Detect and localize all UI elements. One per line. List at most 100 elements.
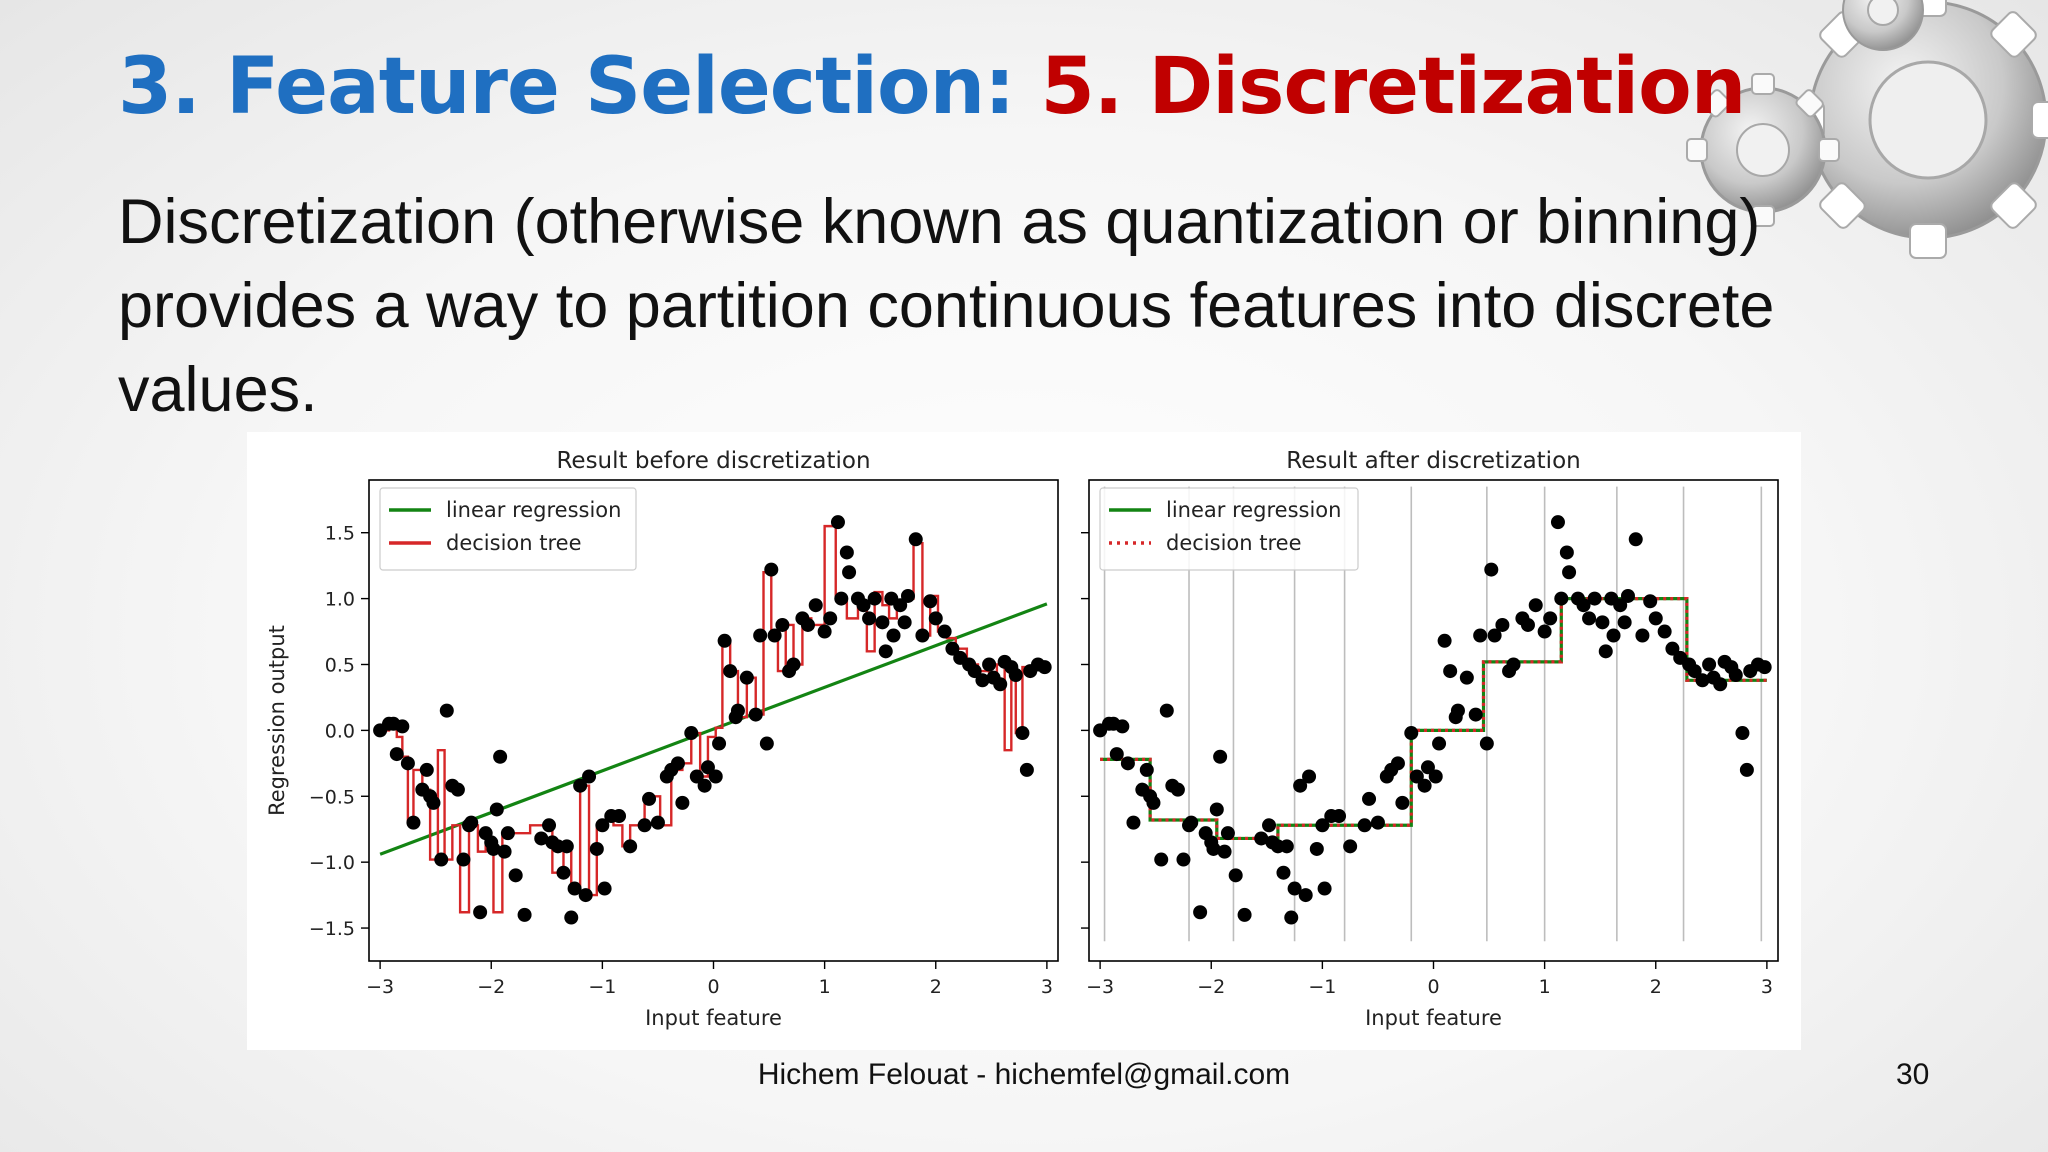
- data-point: [1576, 598, 1591, 613]
- data-point: [1554, 591, 1569, 606]
- page-number: 30: [1896, 1058, 1930, 1091]
- legend-box: [1099, 487, 1359, 571]
- data-point: [1209, 802, 1224, 817]
- data-point: [856, 598, 871, 613]
- data-point: [1146, 795, 1161, 810]
- data-point: [500, 826, 515, 841]
- chart-after: Result after discretization −3 −2 −1 0 1 2 3 Inp…: [1081, 448, 1779, 1030]
- x-axis-label: Input feature: [1365, 1006, 1502, 1030]
- y-tick-label: 1.0: [325, 589, 355, 611]
- data-point: [1528, 598, 1543, 613]
- data-point: [1432, 736, 1447, 751]
- x-tick-label: −1: [588, 976, 616, 998]
- body-text: Discretization (otherwise known as quant…: [118, 187, 1775, 425]
- data-point: [1139, 762, 1154, 777]
- data-point: [717, 633, 732, 648]
- data-point: [808, 598, 823, 613]
- data-point: [764, 562, 779, 577]
- data-point: [1228, 868, 1243, 883]
- data-point: [1409, 769, 1424, 784]
- data-point: [1237, 907, 1252, 922]
- data-point: [493, 749, 508, 764]
- x-axis-label: Input feature: [645, 1006, 782, 1030]
- data-point: [945, 641, 960, 656]
- data-point: [573, 778, 588, 793]
- data-point: [1473, 628, 1488, 643]
- data-point: [1395, 795, 1410, 810]
- data-point: [1176, 852, 1191, 867]
- data-point: [623, 839, 638, 854]
- data-point: [497, 844, 512, 859]
- data-point: [595, 818, 610, 833]
- footer-author: Hichem Felouat - hichemfel@gmail.com: [757, 1058, 1291, 1091]
- data-point: [708, 769, 723, 784]
- data-point: [689, 769, 704, 784]
- data-point: [982, 657, 997, 672]
- data-point: [389, 747, 404, 762]
- data-point: [700, 760, 715, 775]
- data-point: [886, 628, 901, 643]
- y-tick-label: −1.5: [309, 918, 355, 940]
- data-point: [1276, 865, 1291, 880]
- data-point: [1757, 660, 1772, 675]
- data-point: [642, 791, 657, 806]
- data-point: [1159, 703, 1174, 718]
- y-tick-label: −1.0: [309, 852, 355, 874]
- data-point: [567, 881, 582, 896]
- data-point: [1450, 703, 1465, 718]
- data-point: [1665, 641, 1680, 656]
- data-point: [1284, 910, 1299, 925]
- legend: linear regression decision tree: [1099, 487, 1359, 571]
- data-point: [1315, 818, 1330, 833]
- data-point: [1037, 660, 1052, 675]
- data-point: [1193, 905, 1208, 920]
- data-point: [1170, 782, 1185, 797]
- data-point: [650, 815, 665, 830]
- title-part-feature-selection: 3. Feature Selection:: [118, 42, 1015, 132]
- data-point: [975, 673, 990, 688]
- data-point: [1357, 818, 1372, 833]
- gear-icon: [1842, 0, 1924, 51]
- x-tick-label: −2: [1197, 976, 1225, 998]
- gear-icon: [1686, 73, 1840, 227]
- x-tick-label: −1: [1308, 976, 1336, 998]
- data-point: [489, 802, 504, 817]
- data-point: [1562, 565, 1577, 580]
- data-point: [775, 617, 790, 632]
- data-point: [1298, 888, 1313, 903]
- data-point: [1643, 594, 1658, 609]
- data-point: [1362, 791, 1377, 806]
- data-point: [1550, 515, 1565, 530]
- data-point: [1293, 778, 1308, 793]
- chart-before: Result before discretization −3 −2 −1 0 1 2 3 −1…: [265, 448, 1059, 1030]
- data-point: [893, 598, 908, 613]
- y-axis-label: Regression output: [265, 625, 289, 816]
- data-point: [862, 611, 877, 626]
- data-point: [1370, 815, 1385, 830]
- data-point: [842, 565, 857, 580]
- data-point: [684, 726, 699, 741]
- data-point: [753, 628, 768, 643]
- data-point: [1543, 611, 1558, 626]
- data-point: [1420, 760, 1435, 775]
- data-point: [697, 778, 712, 793]
- data-point: [473, 905, 488, 920]
- data-point: [1739, 762, 1754, 777]
- data-point: [1332, 809, 1347, 824]
- data-point: [559, 839, 574, 854]
- data-point: [426, 795, 441, 810]
- data-point: [875, 615, 890, 630]
- data-point: [1728, 668, 1743, 683]
- data-point: [1115, 719, 1130, 734]
- x-tick-label: 2: [1650, 976, 1662, 998]
- data-point: [589, 841, 604, 856]
- data-point: [1598, 644, 1613, 659]
- data-point: [1687, 664, 1702, 679]
- legend-label: decision tree: [1166, 531, 1302, 555]
- data-point: [1559, 545, 1574, 560]
- data-point: [1213, 749, 1228, 764]
- data-point: [1613, 598, 1628, 613]
- data-point: [464, 815, 479, 830]
- x-tick-label: 1: [1539, 976, 1551, 998]
- y-tick-label: 0.0: [325, 720, 355, 742]
